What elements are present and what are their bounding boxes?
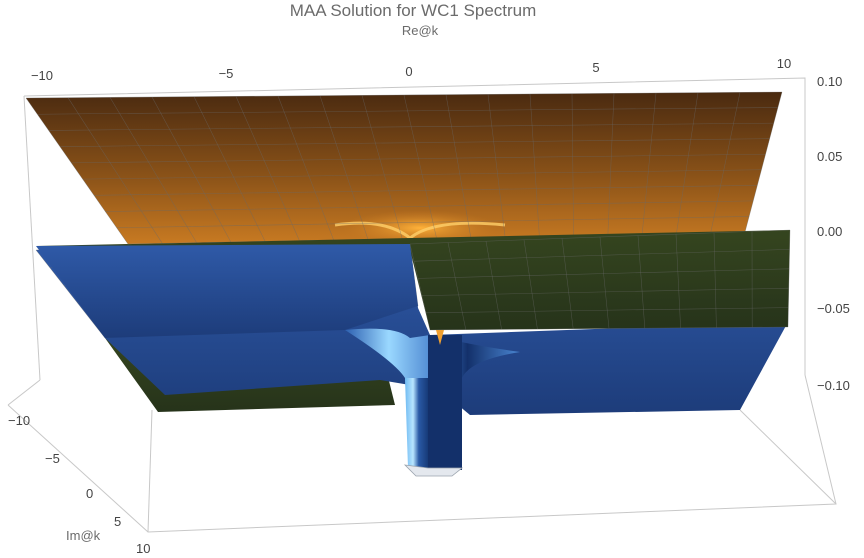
mesh-line	[35, 249, 106, 339]
mesh-line	[116, 216, 750, 229]
mesh-line	[429, 326, 789, 331]
z-tick-label: −0.05	[817, 301, 850, 316]
mesh-line	[48, 122, 774, 131]
surface-spike	[345, 328, 520, 477]
mesh-line	[193, 96, 266, 242]
x-tick-label: −5	[219, 66, 234, 81]
mesh-line	[59, 138, 770, 147]
mesh-line	[485, 241, 502, 330]
mesh-line	[637, 235, 646, 329]
mesh-line	[599, 236, 610, 329]
mesh-line	[37, 107, 778, 115]
mesh-line	[421, 287, 789, 296]
mesh-line	[235, 96, 300, 241]
x-tick-label: −10	[31, 68, 53, 83]
bounding-box-back	[23, 77, 806, 381]
z-tick-label: 0.00	[817, 224, 842, 239]
mesh-line	[710, 92, 741, 233]
z-tick-label: 0.05	[817, 149, 842, 164]
surface-green-upper	[36, 229, 791, 338]
chart-title: MAA Solution for WC1 Spectrum	[290, 1, 537, 20]
y-tick-label: 0	[86, 486, 93, 501]
mesh-line	[641, 92, 657, 235]
x-tick-label: 0	[405, 64, 412, 79]
mesh-line	[523, 239, 538, 330]
x-tick-label: 5	[592, 60, 599, 75]
mesh-line	[417, 268, 790, 279]
y-tick-label: 5	[114, 514, 121, 529]
mesh-line	[319, 95, 369, 240]
mesh-line	[607, 93, 615, 235]
mesh-line	[529, 93, 540, 237]
mesh-line	[425, 307, 789, 314]
mesh-line	[93, 185, 758, 196]
mesh-line	[571, 93, 574, 236]
y-tick-label: 10	[136, 541, 150, 556]
z-tick-label: 0.10	[817, 74, 842, 89]
mesh-line	[413, 249, 790, 262]
mesh-line	[787, 229, 791, 328]
mesh-line	[71, 153, 766, 164]
mesh-line	[277, 95, 334, 241]
x-axis-label: Re@k	[402, 23, 439, 38]
mesh-line	[487, 94, 506, 237]
bounding-box-front	[7, 374, 837, 533]
z-axis-ticks: 0.10 0.05 0.00 −0.05 −0.10	[817, 74, 850, 393]
mesh-line	[561, 238, 574, 329]
x-axis-ticks: −10 −5 0 5 10	[31, 56, 791, 83]
mesh-line	[713, 232, 717, 328]
mesh-line	[409, 229, 791, 245]
x-tick-label: 10	[777, 56, 791, 71]
mesh-line	[105, 200, 754, 212]
y-axis-label: Im@k	[66, 528, 101, 543]
mesh-line	[676, 92, 699, 234]
mesh-line	[25, 91, 783, 99]
mesh-line	[403, 94, 437, 239]
mesh-line	[151, 96, 232, 243]
mesh-line	[675, 234, 681, 328]
y-tick-label: −5	[45, 451, 60, 466]
mesh-line	[25, 97, 129, 245]
mesh-line	[445, 94, 472, 238]
z-tick-label: −0.10	[817, 378, 850, 393]
mesh-line	[82, 169, 762, 180]
mesh-line	[109, 97, 197, 243]
mesh-line	[447, 242, 467, 330]
mesh-line	[744, 91, 783, 233]
y-tick-label: −10	[8, 413, 30, 428]
mesh-line	[409, 243, 431, 331]
y-axis-ticks: −10 −5 0 5 10	[8, 413, 150, 556]
mesh-line	[67, 97, 163, 244]
surface-orange	[25, 91, 783, 246]
mesh-line	[361, 95, 403, 239]
